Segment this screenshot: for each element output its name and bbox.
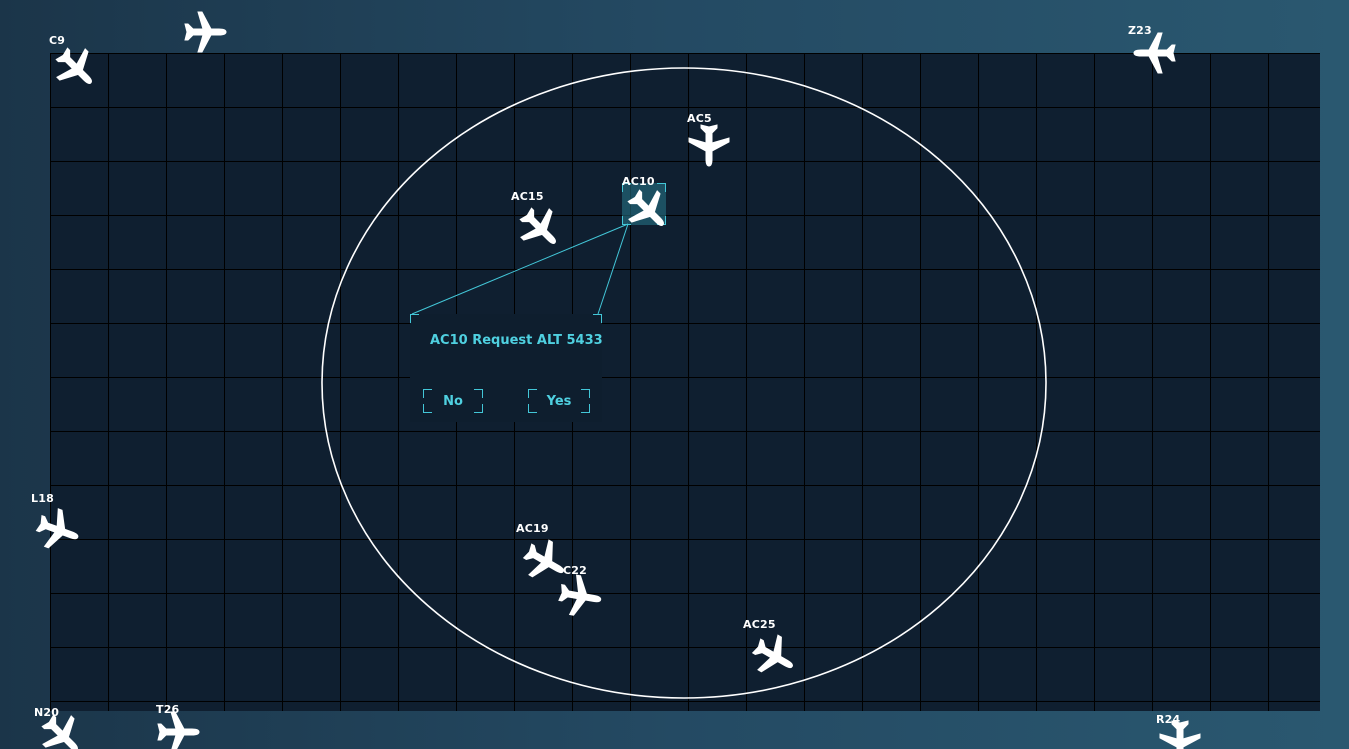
aircraft-r24[interactable] <box>1157 718 1203 749</box>
airplane-icon <box>627 189 664 226</box>
aircraft-n20[interactable] <box>39 712 85 749</box>
aircraft-ac19[interactable] <box>522 538 568 584</box>
aircraft-c22[interactable] <box>557 573 603 619</box>
yes-button[interactable]: Yes <box>528 389 590 413</box>
airplane-icon <box>522 539 564 578</box>
callsign-label: N20 <box>34 706 60 719</box>
callsign-label: Z23 <box>1128 24 1152 37</box>
airplane-icon <box>157 711 200 749</box>
aircraft-ac25[interactable] <box>751 633 797 679</box>
airplane-icon <box>1159 720 1201 749</box>
callsign-label: C22 <box>563 564 587 577</box>
callsign-label: T26 <box>156 703 180 716</box>
aircraft-l18[interactable] <box>35 507 81 553</box>
aircraft-unlabeled[interactable] <box>182 9 228 55</box>
aircraft-z23[interactable] <box>1132 30 1178 76</box>
airplane-icon <box>519 207 556 244</box>
aircraft-ac5[interactable] <box>686 122 732 168</box>
airplane-icon <box>751 634 793 673</box>
callsign-label: AC25 <box>743 618 776 631</box>
callsign-label: AC15 <box>511 190 544 203</box>
radar-grid[interactable] <box>50 53 1320 711</box>
callsign-label: R24 <box>1156 713 1181 726</box>
airplane-icon <box>35 508 79 549</box>
no-button[interactable]: No <box>423 389 483 413</box>
aircraft-c9[interactable] <box>53 45 99 91</box>
callsign-label: L18 <box>31 492 54 505</box>
yes-button-label: Yes <box>546 393 572 409</box>
aircraft-ac15[interactable] <box>517 205 563 251</box>
range-ring-ellipse <box>321 67 1047 699</box>
airplane-icon <box>688 124 730 167</box>
no-button-label: No <box>443 393 463 409</box>
airplane-icon <box>1133 32 1176 74</box>
airplane-icon <box>41 714 78 749</box>
callsign-label: AC10 <box>622 175 655 188</box>
callsign-label: C9 <box>49 34 66 47</box>
aircraft-t26[interactable] <box>155 709 201 749</box>
callsign-label: AC19 <box>516 522 549 535</box>
callsign-label: AC5 <box>687 112 712 125</box>
airplane-icon <box>558 574 602 616</box>
altitude-request-dialog: AC10 Request ALT 5433 No Yes <box>410 314 603 422</box>
dialog-message: AC10 Request ALT 5433 <box>430 333 603 348</box>
airplane-icon <box>55 47 92 84</box>
aircraft-ac10[interactable] <box>625 187 671 233</box>
airplane-icon <box>184 11 227 53</box>
